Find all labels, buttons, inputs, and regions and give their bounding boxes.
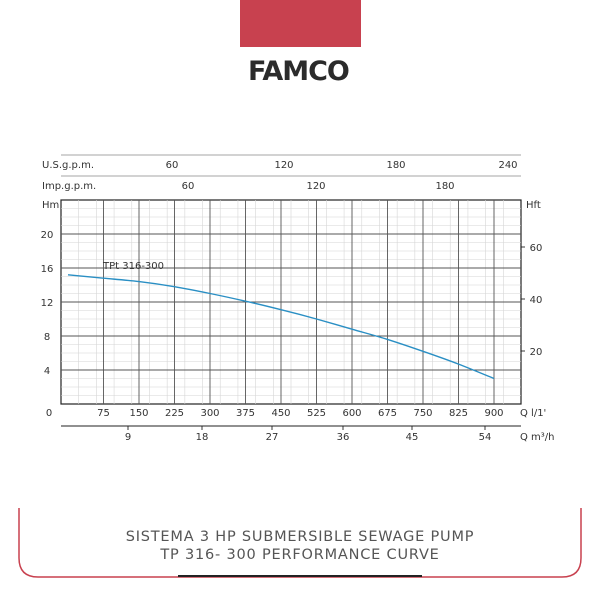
y-right-tick-label: 40 (530, 295, 543, 306)
impgpm-tick-label: 60 (182, 181, 195, 192)
x-tick-label: 225 (165, 408, 184, 419)
usgpm-tick-label: 240 (498, 160, 517, 171)
data-point (316, 318, 317, 319)
y-left-tick-label: 16 (41, 264, 54, 275)
x-tick-label: 75 (97, 408, 110, 419)
series-label: TPt 316-300 (102, 261, 164, 272)
logo-text: FAMCO (248, 56, 349, 84)
data-point (174, 286, 175, 287)
series-line (67, 274, 495, 380)
data-point (245, 301, 246, 302)
x-tick-label: 375 (236, 408, 255, 419)
data-point (493, 378, 494, 379)
impgpm-tick-label: 120 (306, 181, 325, 192)
data-point (209, 293, 210, 294)
brand-banner (240, 0, 361, 47)
m3h-tick-label: 18 (196, 432, 209, 443)
x-tick-label: 600 (342, 408, 361, 419)
caption-frame (18, 508, 582, 578)
x-tick-label: 300 (200, 408, 219, 419)
famco-logo: FAMCO (248, 56, 350, 84)
y-left-tick-label: 4 (44, 366, 50, 377)
usgpm-tick-label: 180 (386, 160, 405, 171)
x-axis-label: Q l/1' (520, 408, 546, 419)
y-right-axis-label: Hft (526, 200, 541, 211)
y-left-tick-label: 12 (41, 298, 54, 309)
chart-caption: SISTEMA 3 HP SUBMERSIBLE SEWAGE PUMP TP … (0, 528, 600, 564)
y-left-tick-label: 8 (44, 332, 50, 343)
x-tick-label: 150 (129, 408, 148, 419)
m3h-tick-label: 45 (406, 432, 419, 443)
x-tick-label: 0 (46, 408, 52, 419)
y-left-tick-label: 20 (41, 230, 54, 241)
usgpm-tick-label: 60 (166, 160, 179, 171)
impgpm-tick-label: 180 (435, 181, 454, 192)
data-point (280, 309, 281, 310)
m3h-axis-label: Q m³/h (520, 432, 555, 443)
y-right-tick-label: 60 (530, 243, 543, 254)
impgpm-axis-label: Imp.g.p.m. (42, 181, 96, 192)
m3h-tick-label: 9 (125, 432, 131, 443)
usgpm-axis-label: U.S.g.p.m. (42, 160, 94, 171)
data-point (458, 363, 459, 364)
performance-chart: 0 75 150 225 300 375 450 525 600 675 750 825 900 Q l/… (41, 154, 555, 443)
data-point (103, 278, 104, 279)
m3h-tick-label: 54 (479, 432, 492, 443)
data-point (351, 329, 352, 330)
x-tick-label: 900 (484, 408, 503, 419)
usgpm-tick-label: 120 (274, 160, 293, 171)
caption-line-1: SISTEMA 3 HP SUBMERSIBLE SEWAGE PUMP (125, 529, 475, 545)
x-tick-label: 750 (413, 408, 432, 419)
x-tick-label: 450 (271, 408, 290, 419)
m3h-tick-label: 27 (266, 432, 279, 443)
data-point (422, 351, 423, 352)
data-point (138, 281, 139, 282)
x-tick-label: 675 (378, 408, 397, 419)
y-right-tick-label: 20 (530, 347, 543, 358)
y-left-axis-label: Hm (42, 200, 59, 211)
data-point (67, 274, 68, 275)
x-tick-label: 525 (307, 408, 326, 419)
m3h-tick-label: 36 (337, 432, 350, 443)
x-tick-label: 825 (449, 408, 468, 419)
data-point (387, 339, 388, 340)
caption-line-2: TP 316- 300 PERFORMANCE CURVE (160, 547, 440, 563)
